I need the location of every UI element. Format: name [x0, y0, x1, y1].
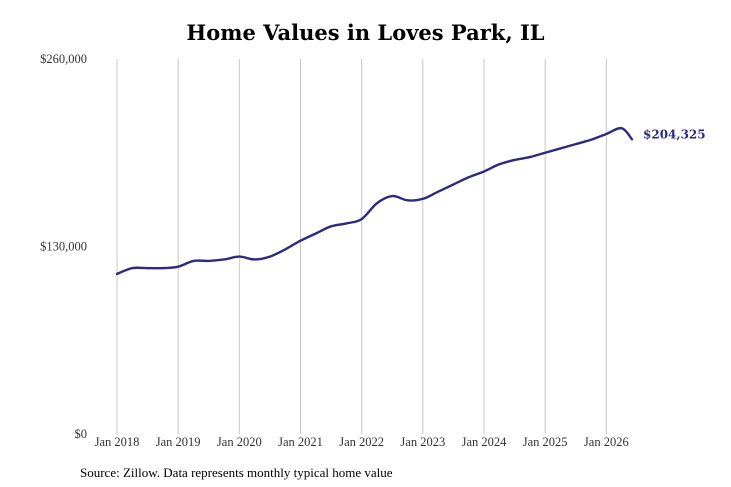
y-tick-label: $130,000: [40, 240, 87, 254]
end-value-label: $204,325: [643, 127, 706, 141]
x-tick-label: Jan 2021: [278, 435, 323, 449]
y-tick-label: $260,000: [40, 52, 87, 66]
x-tick-label: Jan 2020: [217, 435, 262, 449]
x-axis-ticks: Jan 2018 Jan 2019 Jan 2020 Jan 2021 Jan 2022…: [95, 435, 629, 449]
x-tick-label: Jan 2018: [95, 435, 140, 449]
x-tick-label: Jan 2026: [584, 435, 629, 449]
x-tick-label: Jan 2019: [156, 435, 201, 449]
source-note: Source: Zillow. Data represents monthly …: [80, 465, 393, 480]
x-tick-label: Jan 2025: [523, 435, 568, 449]
y-axis-ticks: $0 $130,000 $260,000: [40, 52, 87, 441]
x-tick-label: Jan 2024: [462, 435, 508, 449]
y-tick-label: $0: [75, 427, 88, 441]
chart-title: Home Values in Loves Park, IL: [186, 20, 545, 45]
grid-lines: [116, 59, 607, 434]
x-tick-label: Jan 2023: [400, 435, 445, 449]
home-value-line: [115, 126, 634, 276]
x-tick-label: Jan 2022: [339, 435, 384, 449]
